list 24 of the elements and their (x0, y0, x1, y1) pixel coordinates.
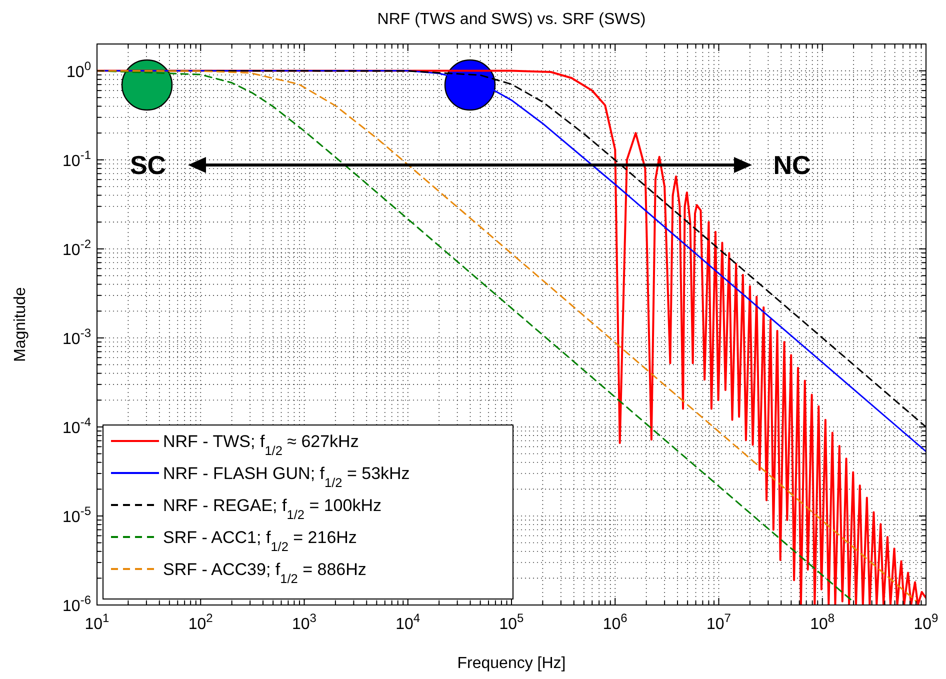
annotation: SC (130, 150, 166, 180)
y-tick-label: 10$^{-1}$ (62, 148, 92, 170)
y-tick-label: 10$^{-5}$ (62, 504, 92, 526)
chart-title: NRF (TWS and SWS) vs. SRF (SWS) (377, 11, 646, 28)
x-tick-label: 10$^{4}$ (396, 611, 420, 633)
legend-label: NRF - REGAE; f$_{1/2}$ = 100kHz (163, 496, 382, 522)
legend-label: NRF - FLASH GUN; f$_{1/2}$ = 53kHz (163, 464, 410, 490)
legend-label: SRF - ACC1; f$_{1/2}$ = 216Hz (163, 528, 357, 554)
x-tick-label: 10$^{8}$ (810, 611, 835, 633)
x-axis-title: Frequency [Hz] (457, 655, 566, 672)
y-tick-label: 10$^{-3}$ (62, 326, 92, 348)
x-tick-label: 10$^{2}$ (188, 611, 214, 633)
x-tick-label: 10$^{6}$ (602, 611, 628, 633)
x-tick-label: 10$^{5}$ (499, 611, 524, 633)
y-tick-label: 10$^{-2}$ (62, 236, 92, 259)
legend-label: NRF - TWS; f$_{1/2}$ ≈ 627kHz (163, 432, 359, 458)
y-tick-label: 10$^{-4}$ (62, 414, 92, 437)
y-tick-label: 10$^{0}$ (66, 58, 92, 81)
legend-label: SRF - ACC39; f$_{1/2}$ = 886Hz (163, 560, 366, 586)
x-tick-label: 10$^{9}$ (914, 611, 939, 633)
annotation: NC (773, 150, 811, 180)
x-tick-label: 10$^{3}$ (292, 611, 317, 633)
x-tick-label: 10$^{7}$ (706, 611, 732, 633)
y-axis-title: Magnitude (12, 287, 29, 362)
